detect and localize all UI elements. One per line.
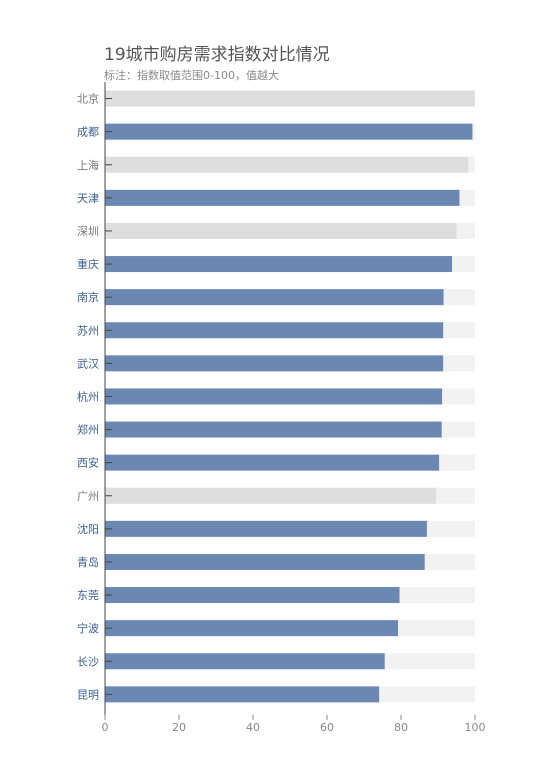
bar [105, 520, 427, 537]
category-label: 深圳 [77, 225, 99, 238]
bar [105, 487, 437, 504]
bar [105, 123, 473, 140]
category-label: 上海 [77, 158, 99, 172]
category-label: 广州 [77, 490, 99, 503]
x-tick-label: 60 [320, 721, 334, 734]
bar [105, 156, 469, 173]
category-label: 西安 [77, 456, 99, 470]
x-tick-label: 20 [172, 721, 186, 734]
bar [105, 421, 442, 438]
bar [105, 322, 444, 339]
bar [105, 686, 380, 703]
category-label: 宁波 [77, 621, 99, 635]
x-tick-label: 80 [394, 721, 408, 734]
bar [105, 454, 440, 471]
chart-subtitle: 标注：指数取值范围0-100，值越大 [104, 69, 279, 82]
bar [105, 355, 444, 372]
category-label: 长沙 [77, 655, 99, 668]
category-label: 北京 [77, 92, 99, 106]
category-label: 武汉 [77, 357, 99, 370]
bar [105, 620, 399, 637]
category-label: 成都 [77, 126, 99, 139]
bar [105, 587, 400, 604]
category-label: 天津 [77, 192, 99, 205]
category-label: 东莞 [77, 589, 99, 602]
bar [105, 653, 385, 670]
x-tick-label: 100 [465, 721, 486, 734]
bar [105, 222, 457, 239]
bar [105, 553, 425, 570]
category-label: 昆明 [77, 688, 99, 701]
bar [105, 189, 460, 206]
category-label: 重庆 [77, 257, 99, 271]
bar [105, 289, 444, 306]
x-tick-label: 40 [246, 721, 260, 734]
chart-title: 19城市购房需求指数对比情况 [104, 45, 330, 65]
bar [105, 256, 453, 273]
category-label: 沈阳 [77, 522, 99, 536]
category-label: 青岛 [77, 555, 99, 569]
bar [105, 388, 443, 405]
category-label: 苏州 [77, 324, 99, 337]
category-label: 南京 [77, 290, 99, 304]
bar [105, 90, 475, 107]
category-label: 杭州 [77, 389, 99, 403]
category-label: 郑州 [77, 423, 99, 437]
x-tick-label: 0 [102, 721, 109, 734]
